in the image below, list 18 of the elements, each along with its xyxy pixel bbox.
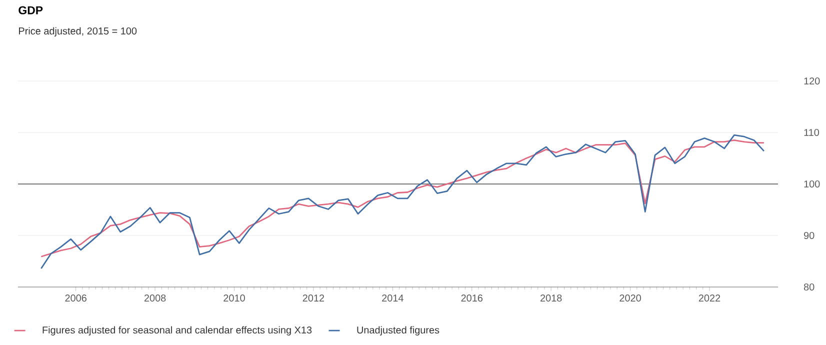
x-tick-label: 2014: [382, 294, 404, 302]
x-tick-label: 2020: [620, 294, 641, 302]
legend-label: Unadjusted figures: [357, 326, 440, 336]
y-tick-label: 110: [804, 128, 820, 136]
x-tick-label: 2016: [461, 294, 483, 302]
x-tick-label: 2006: [65, 294, 86, 302]
y-tick-label: 80: [804, 283, 814, 291]
y-tick-label: 100: [804, 180, 820, 188]
legend-label: Figures adjusted for seasonal and calendar effects using X13: [42, 326, 312, 336]
x-tick-label: 2010: [224, 294, 245, 302]
chart-title: GDP: [18, 6, 43, 14]
x-tick-label: 2012: [302, 294, 324, 302]
chart-subtitle: Price adjusted, 2015 = 100: [19, 27, 137, 36]
x-tick-label: 2022: [698, 294, 720, 302]
x-tick-label: 2018: [540, 294, 562, 302]
x-tick-label: 2008: [144, 294, 166, 302]
y-tick-label: 120: [804, 77, 820, 85]
y-tick-label: 90: [804, 232, 814, 240]
